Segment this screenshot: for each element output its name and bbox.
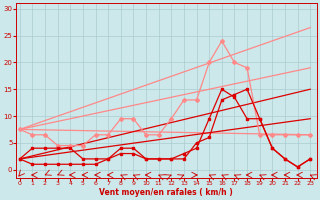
X-axis label: Vent moyen/en rafales ( km/h ): Vent moyen/en rafales ( km/h )	[100, 188, 233, 197]
